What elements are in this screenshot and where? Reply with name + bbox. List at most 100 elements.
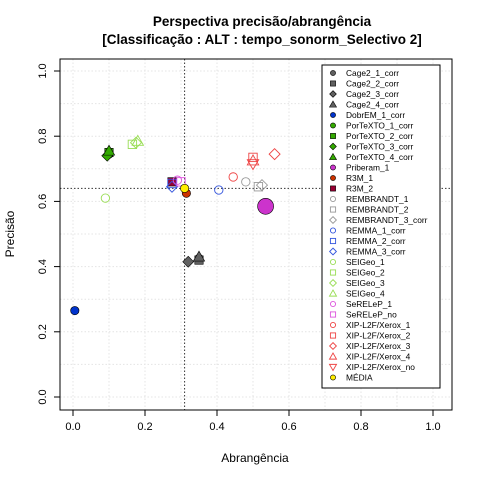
- legend-entry: PorTeXTO_2_corr: [346, 131, 414, 141]
- x-tick-label: 0.6: [281, 421, 296, 433]
- legend-marker: [329, 227, 337, 234]
- data-point: [131, 134, 145, 146]
- y-axis-label: Precisão: [3, 210, 17, 257]
- legend-entry: SEIGeo_3: [346, 278, 385, 288]
- y-tick-label: 1.0: [37, 63, 49, 78]
- legend-entry: PorTeXTO_1_corr: [346, 121, 414, 131]
- legend-marker: [328, 289, 338, 297]
- legend-entry: SEIGeo_4: [346, 289, 385, 299]
- legend-entry: XIP-L2F/Xerox_2: [346, 331, 411, 341]
- legend-marker: [328, 278, 338, 288]
- data-points: [70, 134, 281, 316]
- data-point: [165, 180, 179, 193]
- legend-marker: [329, 332, 337, 339]
- data-point: [180, 183, 190, 193]
- y-tick-label: 0.0: [37, 389, 49, 404]
- legend-entry: DobrEM_1_corr: [346, 110, 405, 120]
- data-point: [70, 306, 80, 316]
- legend-marker: [328, 363, 338, 372]
- legend-entry: REMBRANDT_1: [346, 194, 409, 204]
- legend-entry: PorTeXTO_4_corr: [346, 152, 414, 162]
- legend-marker: [329, 206, 337, 213]
- legend-marker: [329, 195, 337, 203]
- legend: Cage2_1_corrCage2_2_corrCage2_3_corrCage…: [321, 64, 441, 389]
- legend-box: [321, 64, 441, 389]
- data-point: [214, 185, 224, 195]
- legend-marker: [330, 175, 336, 181]
- legend-marker: [329, 300, 337, 308]
- axes: 0.0 0.2 0.4 0.6 0.8 1.0 0.0 0.2 0.4 0.6 0.8 1.0: [37, 63, 441, 433]
- legend-marker: [330, 122, 336, 129]
- legend-marker: [330, 70, 336, 76]
- legend-entry: XIP-L2F/Xerox_4: [346, 352, 411, 362]
- x-axis-label: Abrangência: [221, 451, 289, 465]
- legend-entry: Cage2_2_corr: [346, 79, 399, 89]
- data-point: [248, 152, 258, 163]
- data-point: [241, 177, 251, 187]
- legend-entry: XIP-L2F/Xerox_no: [346, 362, 415, 372]
- y-tick-label: 0.8: [37, 129, 49, 144]
- data-point: [246, 159, 260, 171]
- y-tick-label: 0.6: [37, 194, 49, 209]
- legend-marker: [329, 142, 337, 151]
- data-point: [172, 175, 183, 185]
- legend-entry: Cage2_1_corr: [346, 68, 399, 78]
- data-point: [192, 250, 206, 262]
- legend-marker: [329, 321, 337, 329]
- legend-entry: REMMA_2_corr: [346, 236, 406, 246]
- data-point: [268, 148, 281, 161]
- legend-entry: R3M_1: [346, 173, 373, 183]
- legend-entry: SeRELeP_1: [346, 299, 392, 309]
- legend-entry: MÉDIA: [346, 373, 373, 383]
- legend-entry: REMBRANDT_3_corr: [346, 215, 428, 225]
- legend-entry: Cage2_3_corr: [346, 89, 399, 99]
- data-point: [100, 193, 111, 203]
- y-tick-label: 0.2: [37, 324, 49, 339]
- legend-marker: [328, 100, 338, 108]
- chart-title-line2: [Classificação : ALT : tempo_sonorm_Sele…: [102, 32, 422, 47]
- x-tick-label: 1.0: [425, 421, 440, 433]
- y-tick-label: 0.4: [37, 259, 49, 274]
- legend-marker: [329, 269, 337, 276]
- legend-entry: Cage2_4_corr: [346, 100, 399, 110]
- data-point: [127, 139, 138, 149]
- data-point: [253, 182, 264, 192]
- legend-entry: Priberam_1: [346, 163, 390, 173]
- legend-entry: PorTeXTO_3_corr: [346, 142, 414, 152]
- legend-marker: [328, 152, 338, 160]
- legend-entry: XIP-L2F/Xerox_1: [346, 320, 411, 330]
- legend-marker: [328, 352, 338, 360]
- legend-marker: [330, 133, 336, 139]
- legend-entry: SEIGeo_2: [346, 268, 385, 278]
- legend-entry: SeRELeP_no: [346, 310, 397, 320]
- x-tick-label: 0.4: [209, 421, 224, 433]
- legend-marker: [329, 258, 337, 266]
- data-point: [257, 197, 274, 215]
- legend-marker: [329, 311, 337, 318]
- data-point: [228, 172, 238, 182]
- legend-entry: SEIGeo_1: [346, 257, 385, 267]
- legend-marker: [330, 80, 336, 87]
- x-tick-label: 0.0: [65, 421, 80, 433]
- x-tick-label: 0.2: [137, 421, 152, 433]
- legend-marker: [330, 374, 336, 381]
- legend-entry: REMMA_3_corr: [346, 247, 406, 257]
- legend-marker: [329, 90, 337, 98]
- data-point: [182, 255, 195, 268]
- data-point: [129, 136, 143, 149]
- legend-marker: [328, 341, 338, 351]
- legend-marker: [328, 247, 338, 256]
- x-tick-label: 0.8: [353, 421, 368, 433]
- legend-entry: REMBRANDT_2: [346, 205, 409, 215]
- legend-entry: XIP-L2F/Xerox_3: [346, 341, 411, 351]
- data-point: [255, 179, 269, 192]
- chart-title-line1: Perspectiva precisão/abrangência: [153, 14, 372, 29]
- legend-marker: [330, 164, 336, 171]
- legend-marker: [328, 215, 338, 225]
- data-point: [167, 178, 177, 189]
- legend-entry: R3M_2: [346, 184, 373, 194]
- legend-marker: [330, 185, 336, 192]
- data-point: [102, 144, 116, 156]
